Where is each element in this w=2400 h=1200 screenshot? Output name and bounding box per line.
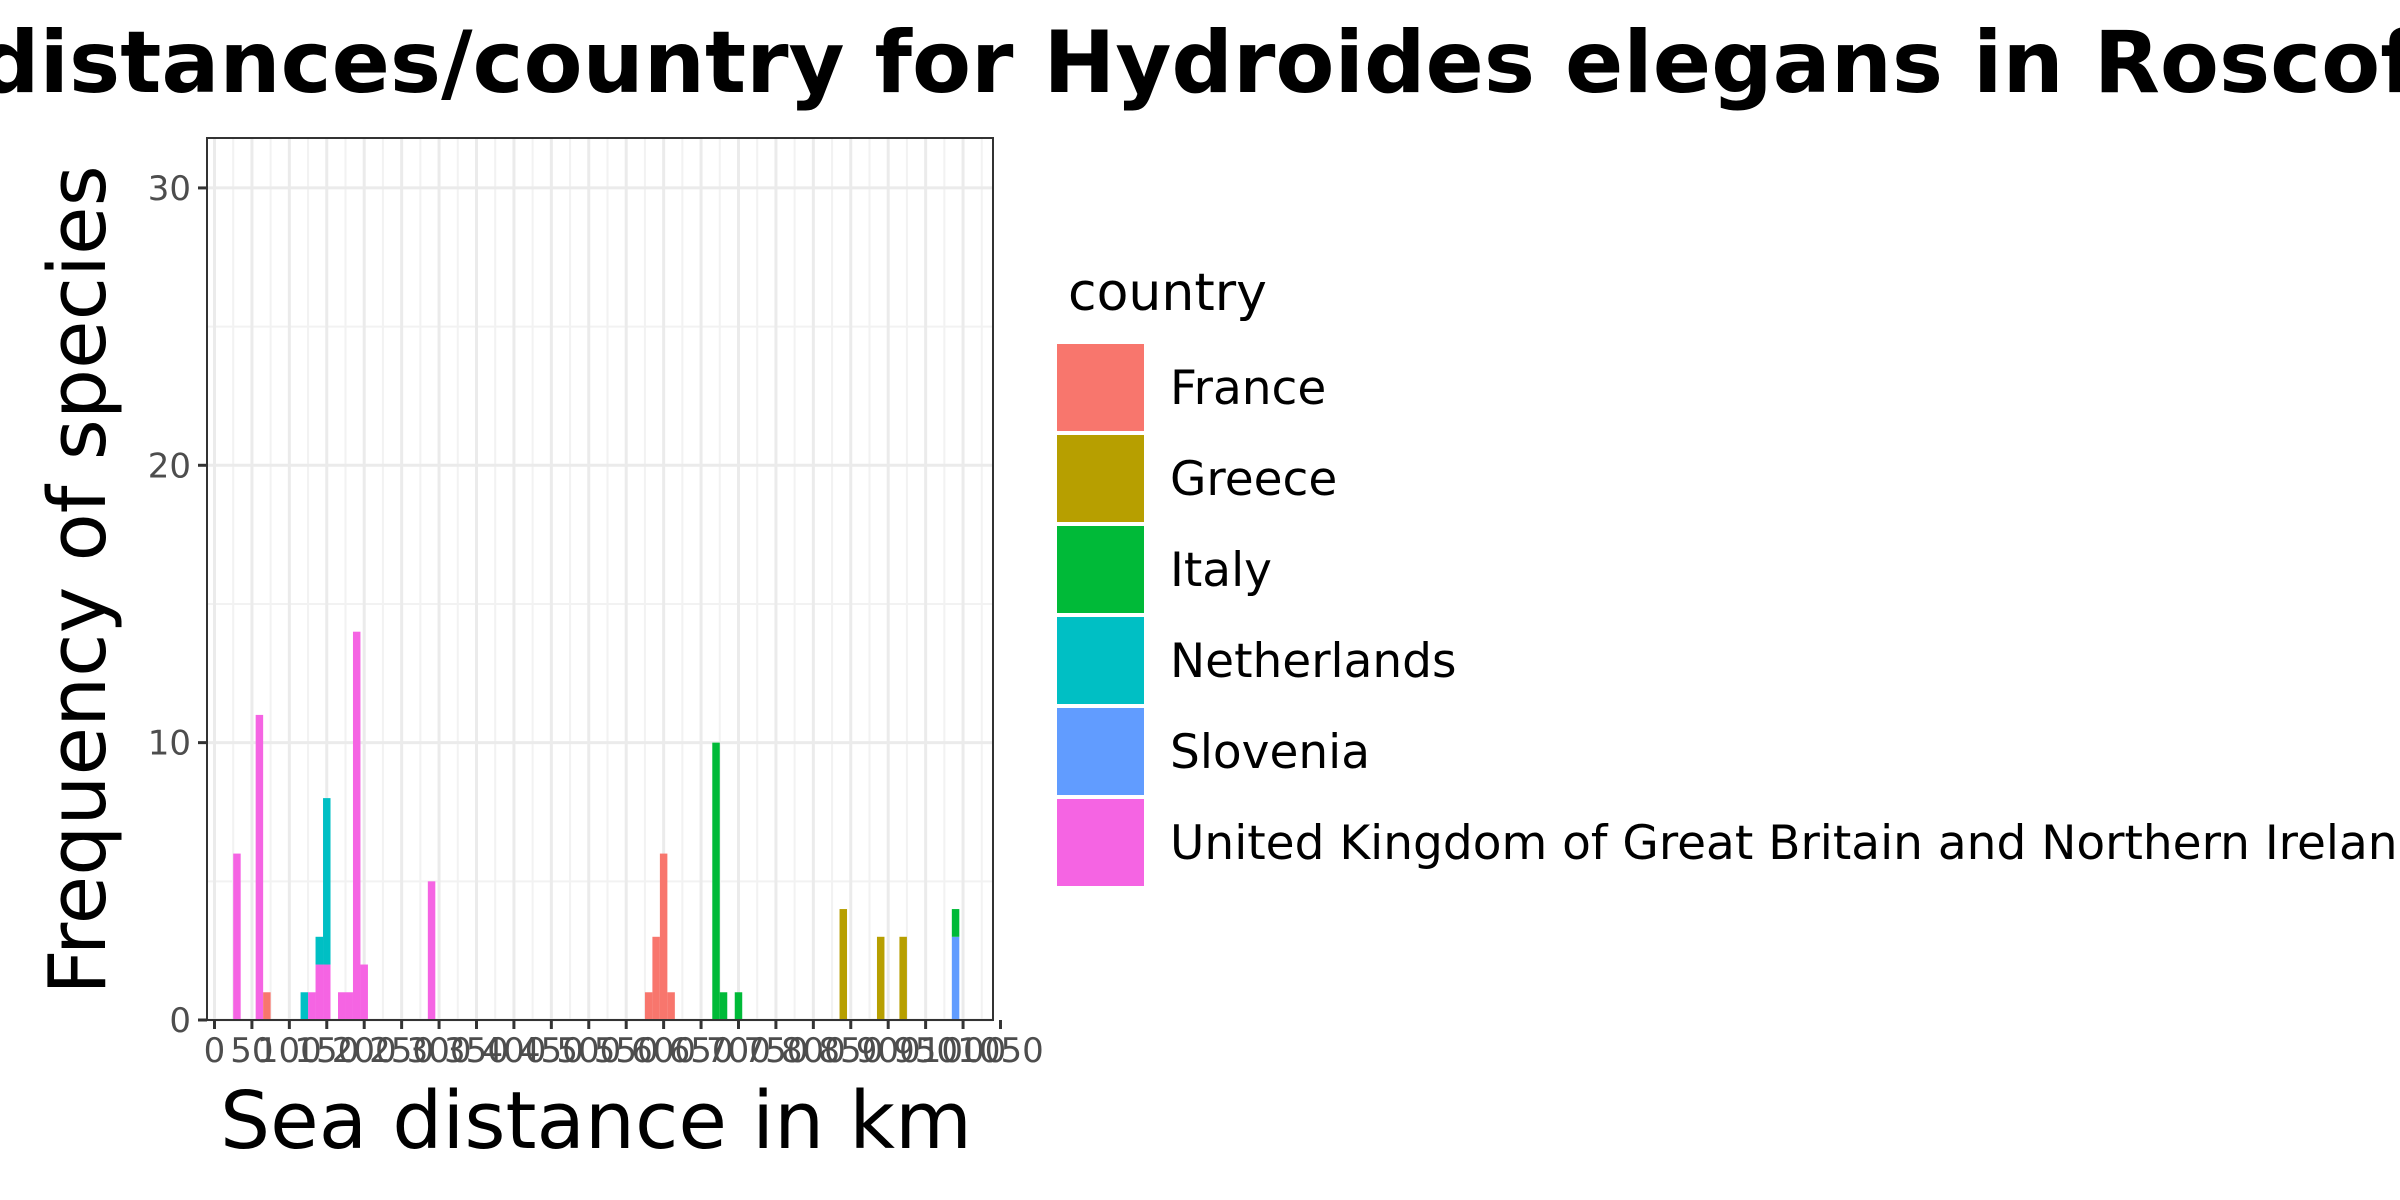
bar: [876, 936, 885, 1020]
bars: [233, 631, 960, 1020]
bar: [255, 714, 264, 1020]
bar: [323, 964, 331, 1020]
bar: [719, 992, 728, 1020]
legend-swatch: [1057, 526, 1144, 613]
bar: [734, 992, 743, 1020]
x-tick-label: 800: [781, 1031, 846, 1071]
x-tick-label: 550: [594, 1031, 659, 1071]
y-tick-label: 0: [169, 1001, 191, 1041]
bar: [667, 992, 675, 1020]
bar: [308, 992, 316, 1020]
legend-label: Netherlands: [1170, 634, 1457, 689]
x-tick-label: 400: [481, 1031, 546, 1071]
y-axis: 0 10 20 30: [148, 169, 207, 1041]
x-tick-label: 650: [669, 1031, 734, 1071]
plot-panel: [206, 137, 994, 1022]
x-tick-label: 450: [519, 1031, 584, 1071]
x-tick-label: 600: [631, 1031, 696, 1071]
bar: [427, 881, 436, 1020]
x-axis-title: Sea distance in km: [220, 1075, 972, 1167]
x-tick-label: 950: [893, 1031, 958, 1071]
legend-swatch: [1057, 799, 1144, 886]
chart-title: distances/country for Hydroides elegans …: [0, 13, 2400, 113]
legend-items: France Greece Italy Netherlands Slovenia Unit…: [1057, 344, 2400, 886]
bar: [233, 853, 241, 1020]
bar: [839, 909, 848, 1020]
x-tick-label: 250: [369, 1031, 434, 1071]
bar: [652, 936, 660, 1020]
bar: [659, 853, 668, 1020]
panel-background: [207, 138, 993, 1020]
bar: [338, 992, 346, 1020]
bar: [300, 992, 309, 1020]
legend: country France Greece Italy Netherlands Slov…: [1057, 263, 2400, 886]
bar: [951, 936, 960, 1020]
y-tick-label: 10: [148, 724, 191, 764]
legend-swatch: [1057, 344, 1144, 431]
legend-label: Slovenia: [1170, 725, 1370, 780]
x-axis: 0 501001502002503003504004505005506006507…: [204, 1020, 1044, 1071]
bar: [951, 909, 960, 937]
x-tick-label: 50: [230, 1031, 273, 1071]
grid-minor: [207, 138, 993, 1020]
bar: [323, 798, 331, 965]
bar: [899, 936, 907, 1020]
x-tick-label: 900: [856, 1031, 921, 1071]
legend-swatch: [1057, 708, 1144, 795]
y-axis-title: Frequency of species: [32, 165, 124, 995]
bar: [315, 936, 324, 965]
bar: [360, 964, 368, 1020]
bar: [644, 992, 653, 1020]
panel-border: [206, 137, 994, 1021]
legend-label: Greece: [1170, 452, 1337, 507]
x-tick-label: 1000: [920, 1031, 1007, 1071]
bar: [352, 631, 361, 1020]
legend-swatch: [1057, 617, 1144, 704]
x-tick-label: 850: [818, 1031, 883, 1071]
x-tick-label: 200: [332, 1031, 397, 1071]
y-tick-label: 30: [148, 169, 191, 209]
x-tick-label: 100: [257, 1031, 322, 1071]
x-tick-label: 350: [444, 1031, 509, 1071]
legend-label: United Kingdom of Great Britain and Nort…: [1170, 816, 2400, 871]
legend-label: France: [1170, 361, 1326, 416]
x-tick-label: 300: [407, 1031, 472, 1071]
bar: [315, 964, 324, 1020]
bar: [263, 992, 271, 1020]
x-tick-label: 500: [556, 1031, 621, 1071]
legend-swatch: [1057, 435, 1144, 522]
x-tick-label: 700: [706, 1031, 771, 1071]
legend-label: Italy: [1170, 543, 1272, 598]
y-tick-label: 20: [148, 446, 191, 486]
legend-title: country: [1068, 263, 1267, 323]
x-tick-label: 750: [743, 1031, 808, 1071]
bar: [345, 992, 353, 1020]
x-tick-label: 1050: [957, 1031, 1044, 1071]
x-tick-label: 150: [294, 1031, 359, 1071]
grid-major: [207, 138, 993, 1022]
x-tick-label: 0: [204, 1031, 226, 1071]
bar: [712, 742, 720, 1020]
